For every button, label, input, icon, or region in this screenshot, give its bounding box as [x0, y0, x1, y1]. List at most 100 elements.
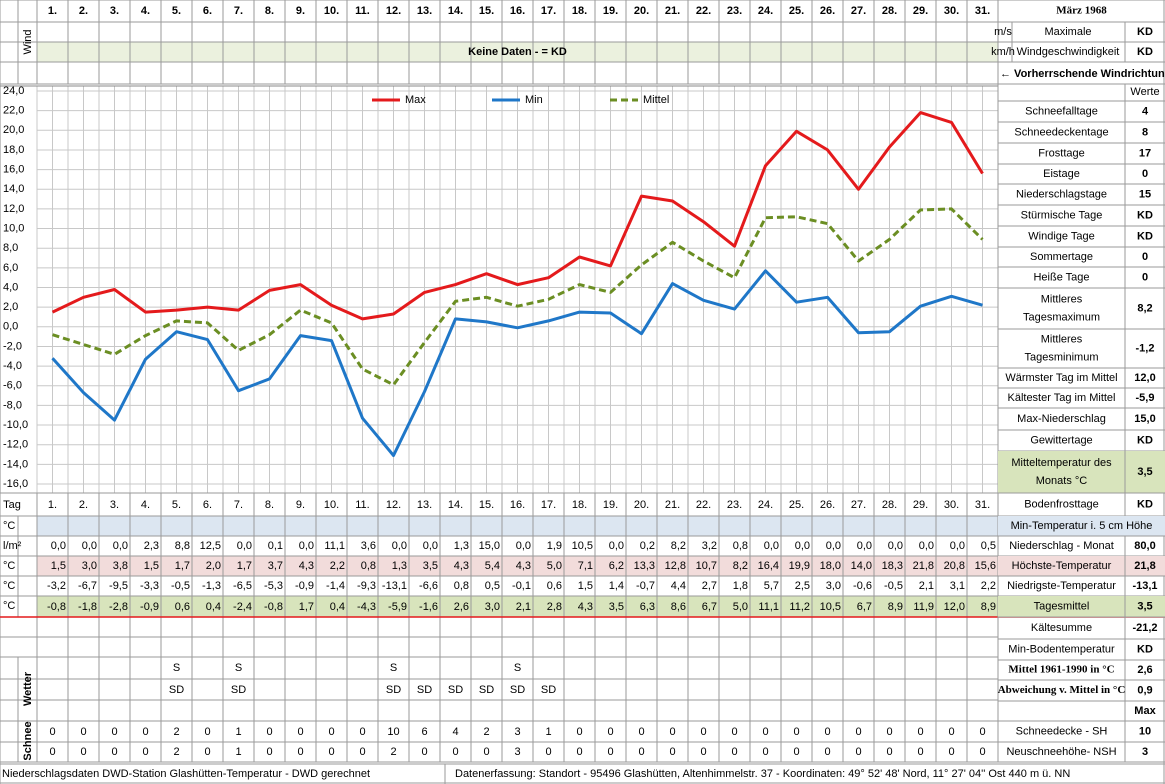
day-number: 8.: [265, 499, 274, 511]
precipitation-value: 2,3: [144, 540, 159, 552]
stat-label: Tagesminimum: [1025, 351, 1099, 363]
day-number: 3.: [110, 499, 119, 511]
day-header: 20.: [634, 5, 649, 17]
temperature-value: 11,1: [758, 601, 779, 613]
day-header: 17.: [541, 5, 556, 17]
day-number: 22.: [696, 499, 711, 511]
temperature-value: 12,0: [944, 601, 965, 613]
snow-depth: 0: [948, 726, 954, 738]
new-snow: 0: [638, 746, 644, 758]
temperature-value: 14,0: [851, 560, 872, 572]
stat-value: 15: [1139, 188, 1151, 200]
snow-depth: 10: [387, 726, 399, 738]
temperature-value: 5,7: [764, 580, 779, 592]
snow-depth: 0: [49, 726, 55, 738]
temperature-value: 8,9: [888, 601, 903, 613]
temperature-value: -1,3: [202, 580, 221, 592]
precipitation-value: 0,0: [950, 540, 965, 552]
y-tick-label: -8,0: [3, 399, 22, 411]
day-header: 15.: [479, 5, 494, 17]
stat-bg: [998, 556, 1165, 576]
wind-unit: m/s: [994, 26, 1012, 38]
footer-source: Niederschlagsdaten DWD-Station Glashütte…: [2, 768, 370, 780]
new-snow: 0: [49, 746, 55, 758]
unit-label: °C: [3, 600, 15, 612]
weather-code: SD: [541, 684, 556, 696]
stat-value: -5,9: [1136, 392, 1155, 404]
stat-label: Schneedecke - SH: [1016, 725, 1108, 737]
temperature-value: -3,2: [47, 580, 66, 592]
temperature-value: 3,8: [113, 560, 128, 572]
snow-depth: 0: [266, 726, 272, 738]
precipitation-value: 0,2: [640, 540, 655, 552]
day-header: 30.: [944, 5, 959, 17]
precipitation-value: 10,5: [572, 540, 593, 552]
snow-depth: 0: [731, 726, 737, 738]
temperature-value: 1,5: [144, 560, 159, 572]
snow-depth: 0: [700, 726, 706, 738]
temperature-value: 0,8: [454, 580, 469, 592]
y-tick-label: 4,0: [3, 281, 18, 293]
unit-label: °C: [3, 580, 15, 592]
y-tick-label: 8,0: [3, 242, 18, 254]
weather-label: Wetter: [22, 671, 34, 706]
new-snow: 0: [359, 746, 365, 758]
temperature-value: -0,8: [264, 601, 283, 613]
day-number: 9.: [296, 499, 305, 511]
temperature-value: -1,4: [326, 580, 345, 592]
temperature-value: 5,0: [547, 560, 562, 572]
snow-depth: 4: [452, 726, 458, 738]
y-tick-label: 18,0: [3, 144, 24, 156]
temperature-value: 1,7: [299, 601, 314, 613]
legend-label: Mittel: [643, 94, 669, 106]
temperature-value: 10,5: [820, 601, 841, 613]
precipitation-value: 0,0: [51, 540, 66, 552]
temperature-value: 3,1: [950, 580, 965, 592]
precipitation-value: 11,1: [324, 540, 345, 552]
weather-code: S: [390, 662, 397, 674]
new-snow: 0: [452, 746, 458, 758]
temperature-value: 3,5: [423, 560, 438, 572]
temperature-value: -6,5: [233, 580, 252, 592]
temperature-value: -1,8: [78, 601, 97, 613]
day-number: 30.: [944, 499, 959, 511]
precipitation-value: 15,0: [479, 540, 500, 552]
new-snow: 0: [421, 746, 427, 758]
values-header: Werte: [1130, 86, 1159, 98]
snow-depth: 0: [142, 726, 148, 738]
temperature-value: 19,9: [789, 560, 810, 572]
day-number: 1.: [48, 499, 57, 511]
snow-depth: 0: [576, 726, 582, 738]
wind-max-label: Maximale: [1044, 26, 1091, 38]
stat-label: Niedrigste-Temperatur: [1007, 580, 1116, 592]
precipitation-value: 3,6: [361, 540, 376, 552]
temperature-value: 6,7: [702, 601, 717, 613]
weather-code: S: [514, 662, 521, 674]
stat-value: KD: [1137, 434, 1153, 446]
weather-code: SD: [417, 684, 432, 696]
temperature-value: 2,1: [516, 601, 531, 613]
stat-value: KD: [1137, 230, 1153, 242]
temperature-value: -3,3: [140, 580, 159, 592]
precipitation-value: 0,0: [795, 540, 810, 552]
y-tick-label: -14,0: [3, 458, 28, 470]
y-tick-label: 22,0: [3, 105, 24, 117]
precipitation-value: 0,0: [826, 540, 841, 552]
temperature-value: 4,3: [454, 560, 469, 572]
temperature-value: 1,3: [392, 560, 407, 572]
stat-label: Stürmische Tage: [1021, 209, 1103, 221]
temperature-value: 12,8: [665, 560, 686, 572]
day-header: 14.: [448, 5, 463, 17]
stat-label: Höchste-Temperatur: [1012, 560, 1112, 572]
temperature-value: 1,5: [51, 560, 66, 572]
snow-depth: 2: [483, 726, 489, 738]
new-snow: 0: [824, 746, 830, 758]
day-header: 3.: [110, 5, 119, 17]
stat-label: Tagesmittel: [1034, 600, 1090, 612]
day-header: 16.: [510, 5, 525, 17]
temperature-value: 8,6: [671, 601, 686, 613]
day-header: 29.: [913, 5, 928, 17]
stat-label: Monats °C: [1036, 475, 1088, 487]
y-tick-label: 20,0: [3, 124, 24, 136]
y-tick-label: 14,0: [3, 183, 24, 195]
